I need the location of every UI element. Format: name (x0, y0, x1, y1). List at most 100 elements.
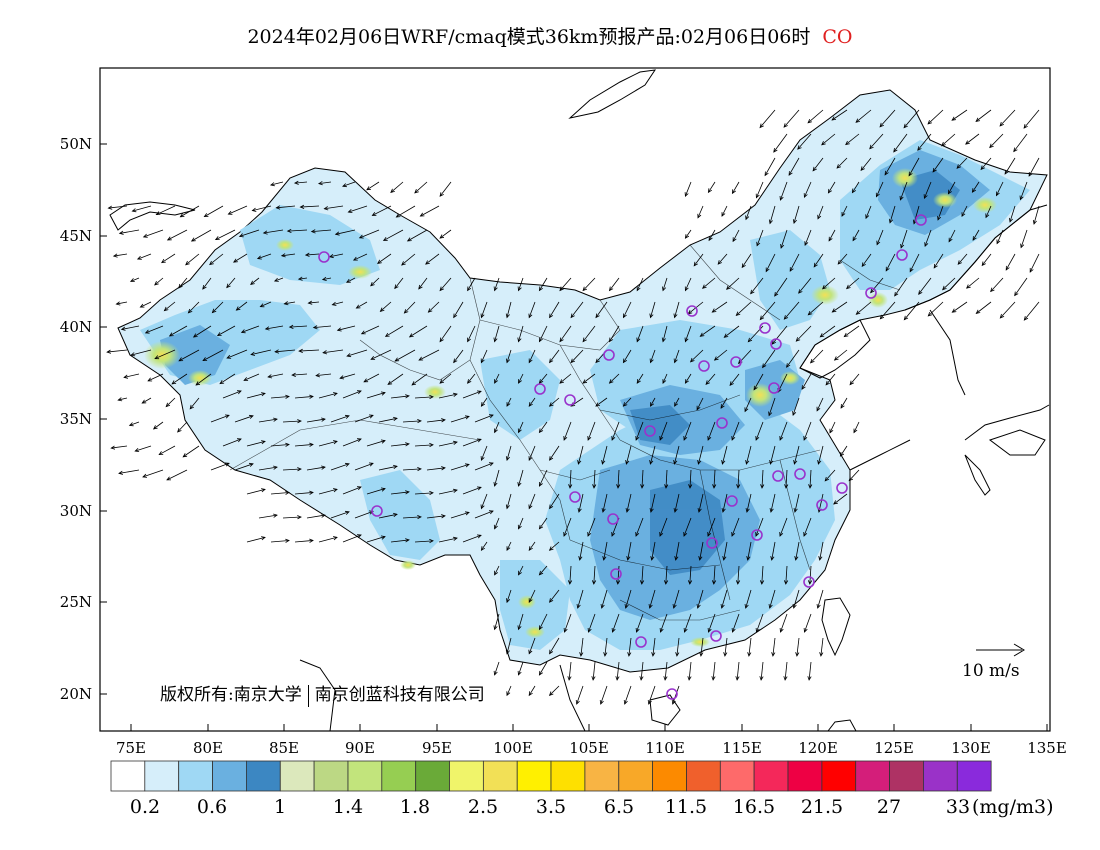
wind-vector (849, 373, 860, 385)
wind-vector (635, 517, 644, 537)
wind-vector-head (773, 148, 778, 153)
wind-vector-head (211, 308, 217, 314)
wind-vector (450, 512, 470, 519)
wind-vector-head (136, 255, 142, 260)
wind-vector (685, 277, 692, 291)
wind-vector (1004, 157, 1016, 175)
wind-vector-head (996, 191, 1000, 197)
wind-vector (108, 205, 128, 209)
wind-vector-head (322, 350, 328, 355)
colorbar-label: 33 (946, 796, 970, 818)
wind-vector (820, 325, 836, 338)
wind-vector (600, 685, 608, 705)
wind-vector (506, 397, 512, 407)
lon-tick-label: 130E (951, 739, 991, 757)
wind-vector-head (818, 556, 823, 561)
wind-vector-head (972, 236, 977, 241)
wind-vector (243, 373, 260, 381)
wind-vector-head (683, 531, 688, 537)
wind-vector-head (309, 538, 314, 543)
wind-vector-head (429, 394, 434, 400)
wind-vector-head (671, 699, 676, 705)
wind-vector-head (663, 580, 669, 585)
wind-vector-head (538, 428, 544, 434)
wind-vector (330, 415, 350, 423)
wind-vector-head (505, 456, 510, 461)
wind-vector (684, 613, 692, 633)
wind-vector (855, 109, 872, 123)
wind-vector-head (923, 194, 928, 200)
wind-vector (771, 541, 776, 561)
wind-vector-head (288, 324, 294, 329)
wind-vector-head (414, 189, 419, 194)
lat-tick-label: 45N (60, 227, 92, 245)
wind-vector-head (570, 313, 575, 319)
wind-vector-head (587, 531, 592, 537)
wind-vector (676, 637, 680, 657)
wind-vector (689, 565, 692, 585)
wind-vector-head (745, 508, 750, 513)
wind-vector (957, 253, 968, 265)
wind-vector (762, 349, 776, 368)
wind-vector (268, 373, 284, 378)
colorbar-swatch (516, 760, 552, 792)
wind-vector-head (768, 604, 773, 609)
title-text: 2024年02月06日WRF/cmaq模式36km预报产品:02月06日06时 (247, 26, 811, 48)
wind-vector (729, 373, 740, 386)
wind-vector-head (118, 470, 124, 475)
wind-vector-head (333, 536, 338, 541)
wind-vector (611, 421, 620, 441)
wind-vector (404, 301, 416, 314)
wind-vector (796, 637, 800, 657)
wind-vector (169, 325, 188, 337)
wind-vector-head (358, 234, 364, 239)
wind-vector-head (283, 301, 289, 306)
wind-vector-head (406, 237, 412, 242)
wind-vector-head (699, 652, 704, 657)
wind-vector-head (792, 219, 797, 224)
lat-tick-label: 35N (60, 410, 92, 428)
wind-vector-head (999, 121, 1004, 127)
wind-vector (518, 325, 524, 342)
lon-tick-label: 90E (345, 739, 375, 757)
wind-vector (318, 392, 338, 399)
wind-vector (193, 325, 212, 338)
wind-vector (462, 534, 482, 543)
wind-vector (746, 493, 752, 513)
wind-vector (130, 277, 140, 282)
wind-vector-head (187, 308, 193, 314)
wind-vector (747, 541, 752, 561)
wind-vector (250, 277, 260, 285)
wind-vector-head (429, 490, 434, 496)
wind-vector (124, 373, 140, 378)
wind-vector-head (932, 167, 937, 173)
wind-vector (528, 637, 536, 654)
coastlines (109, 69, 1050, 731)
wind-vector (928, 301, 944, 317)
wind-vector (234, 463, 254, 471)
wind-vector-head (240, 329, 246, 334)
wind-vector-head (833, 356, 839, 361)
wind-vector (818, 445, 824, 465)
city-marker (686, 305, 698, 317)
colorbar-label: 3.5 (536, 796, 566, 818)
wind-vector-head (393, 512, 398, 518)
wind-vector-head (118, 230, 124, 235)
colorbar-label: 27 (877, 796, 901, 818)
wind-vector-head (651, 652, 656, 657)
wind-vector-head (755, 193, 760, 199)
wind-vector-head (860, 166, 865, 172)
city-marker (730, 356, 742, 368)
wind-vector-head (273, 277, 279, 282)
wind-vector (721, 589, 728, 609)
wind-vector-head (769, 508, 774, 513)
lon-tick-label: 105E (569, 739, 609, 757)
wind-vector (453, 301, 464, 318)
wind-vector (785, 565, 788, 585)
wind-vector (316, 373, 332, 377)
wind-vector-head (707, 531, 712, 537)
wind-vector (263, 229, 284, 234)
wind-vector (292, 373, 308, 376)
wind-vector-head (467, 337, 471, 343)
